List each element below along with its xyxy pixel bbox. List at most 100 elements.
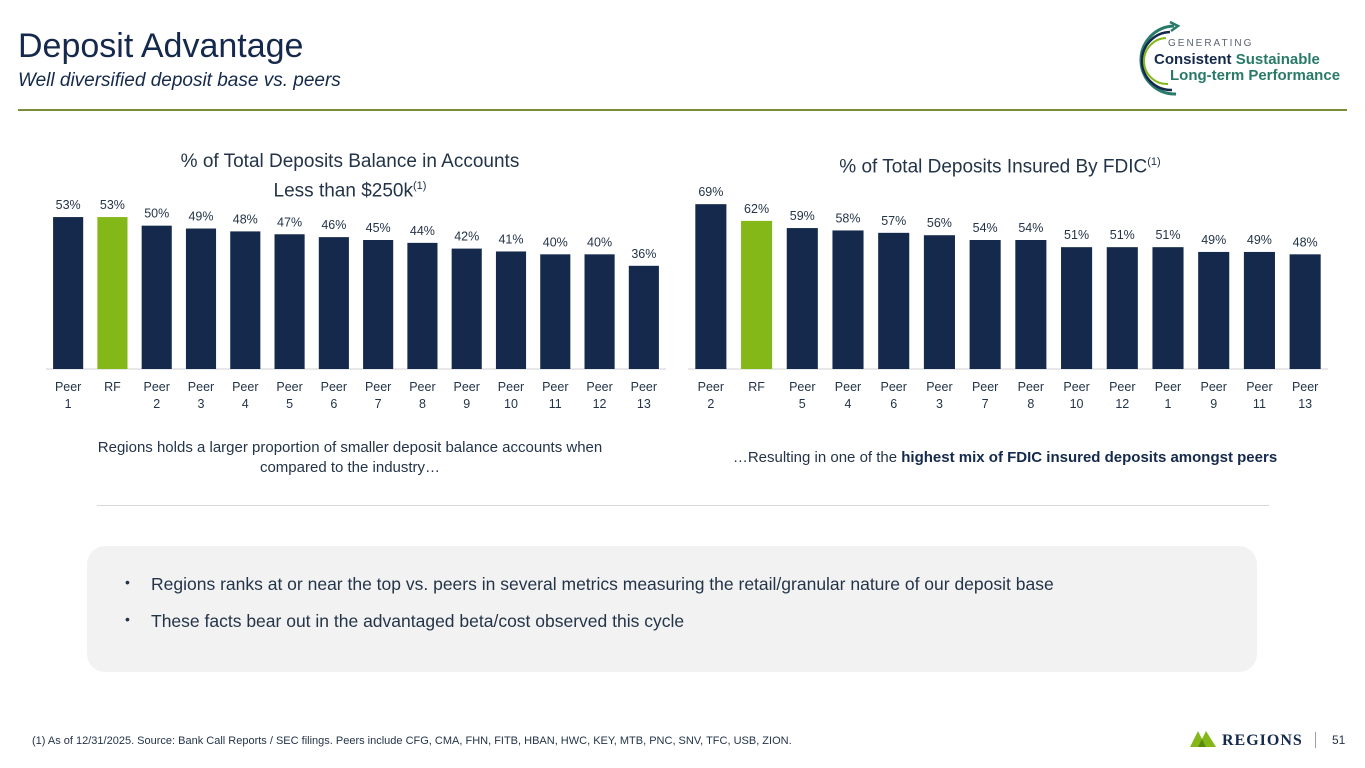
category-label: Peer <box>365 380 391 394</box>
data-label: 53% <box>56 198 81 212</box>
bar-peer-8 <box>407 242 438 369</box>
data-label: 53% <box>100 198 125 212</box>
data-label: 45% <box>366 221 391 235</box>
data-label: 49% <box>1247 233 1272 247</box>
category-label-number: 9 <box>1210 397 1217 411</box>
swirl-icon <box>1139 20 1181 96</box>
footnote: (1) As of 12/31/2025. Source: Bank Call … <box>32 735 792 747</box>
data-label: 51% <box>1064 228 1089 242</box>
category-label-number: 11 <box>1253 397 1266 411</box>
callout-bullet: Regions ranks at or near the top vs. pee… <box>125 574 1054 595</box>
category-label-number: 5 <box>799 397 806 411</box>
category-label: Peer <box>881 380 907 394</box>
bar-peer-6 <box>318 237 349 369</box>
bar-peer-12 <box>584 254 615 369</box>
category-label: RF <box>104 380 121 394</box>
regions-triangle-icon <box>1190 731 1216 747</box>
bar-peer-10 <box>495 251 527 369</box>
left-chart-title-line2: Less than $250k(1) <box>273 180 427 202</box>
data-label: 36% <box>631 247 656 261</box>
bar-peer-7 <box>969 240 1001 369</box>
right-chart-title-sup: (1) <box>1147 156 1161 168</box>
logo-consistent: Consistent <box>1154 51 1232 68</box>
bar-peer-12 <box>1106 247 1138 369</box>
category-label: Peer <box>232 380 258 394</box>
category-label-number: 7 <box>982 397 989 411</box>
callout-box: Regions ranks at or near the top vs. pee… <box>87 546 1257 672</box>
category-label-number: 13 <box>637 397 651 411</box>
logo-sustainable: Sustainable <box>1235 51 1320 68</box>
category-label-number: 12 <box>1115 397 1129 411</box>
category-label-number: 6 <box>890 397 897 411</box>
category-label: Peer <box>321 380 347 394</box>
data-label: 44% <box>410 224 435 238</box>
data-label: 69% <box>698 185 723 199</box>
bar-peer-7 <box>363 240 394 369</box>
category-label-number: 12 <box>593 397 607 411</box>
data-label: 48% <box>233 212 258 226</box>
category-label-number: 8 <box>1027 397 1034 411</box>
logo-line2: Consistent Sustainable <box>1154 51 1320 68</box>
data-label: 49% <box>1201 233 1226 247</box>
category-label: Peer <box>1201 380 1227 394</box>
category-label: Peer <box>698 380 724 394</box>
category-label-number: 10 <box>1070 397 1084 411</box>
left-bar-chart: 53% Peer 1 53% RF 50% Peer 2 49% Peer 3 48% Peer 4 47%… <box>46 198 666 411</box>
bar-peer-13 <box>628 265 659 369</box>
category-label-number: 2 <box>153 397 160 411</box>
data-label: 50% <box>144 207 169 221</box>
category-label: RF <box>748 380 765 394</box>
bar-rf <box>97 217 128 369</box>
bar-peer-6 <box>878 232 910 369</box>
page-title: Deposit Advantage <box>18 27 304 65</box>
category-label: Peer <box>789 380 815 394</box>
right-caption-bold: highest mix of FDIC insured deposits amo… <box>901 449 1278 466</box>
data-label: 62% <box>744 202 769 216</box>
category-label-number: 6 <box>330 397 337 411</box>
bar-peer-1 <box>53 217 84 369</box>
callout-bullet: These facts bear out in the advantaged b… <box>125 611 1054 632</box>
category-label-number: 8 <box>419 397 426 411</box>
data-label: 48% <box>1293 235 1318 249</box>
category-label: Peer <box>1063 380 1089 394</box>
category-label: Peer <box>835 380 861 394</box>
data-label: 58% <box>835 211 860 225</box>
regions-logo: REGIONS <box>1188 728 1308 750</box>
category-label: Peer <box>55 380 81 394</box>
header-divider <box>18 109 1347 111</box>
category-label: Peer <box>276 380 302 394</box>
left-chart-title: % of Total Deposits Balance in Accounts … <box>150 150 550 203</box>
category-label: Peer <box>1155 380 1181 394</box>
data-label: 46% <box>321 218 346 232</box>
bar-peer-4 <box>832 230 864 369</box>
data-label: 47% <box>277 215 302 229</box>
category-label: Peer <box>144 380 170 394</box>
category-label: Peer <box>1246 380 1272 394</box>
data-label: 57% <box>881 214 906 228</box>
bar-peer-3 <box>185 228 217 369</box>
category-label-number: 4 <box>242 397 249 411</box>
data-label: 51% <box>1110 228 1135 242</box>
right-chart-title-text: % of Total Deposits Insured By FDIC <box>839 156 1148 178</box>
bar-peer-11 <box>540 254 571 369</box>
category-label-number: 13 <box>1298 397 1312 411</box>
data-label: 54% <box>1018 221 1043 235</box>
bar-peer-9 <box>1198 251 1230 369</box>
category-label-number: 5 <box>286 397 293 411</box>
section-divider <box>97 505 1269 506</box>
category-label: Peer <box>542 380 568 394</box>
bar-peer-2 <box>695 204 727 369</box>
category-label: Peer <box>1018 380 1044 394</box>
bar-peer-5 <box>274 234 305 369</box>
category-label: Peer <box>1292 380 1318 394</box>
data-label: 49% <box>188 210 213 224</box>
right-bar-chart: 69% Peer 2 62% RF 59% Peer 5 58% Peer 4 57% Peer 6 56%… <box>688 185 1328 411</box>
category-label: Peer <box>586 380 612 394</box>
category-label-number: 4 <box>845 397 852 411</box>
bar-peer-8 <box>1015 240 1047 369</box>
category-label: Peer <box>498 380 524 394</box>
category-label-number: 11 <box>549 397 562 411</box>
bar-peer-11 <box>1243 251 1275 369</box>
category-label-number: 10 <box>504 397 518 411</box>
regions-wordmark: REGIONS <box>1222 732 1303 749</box>
